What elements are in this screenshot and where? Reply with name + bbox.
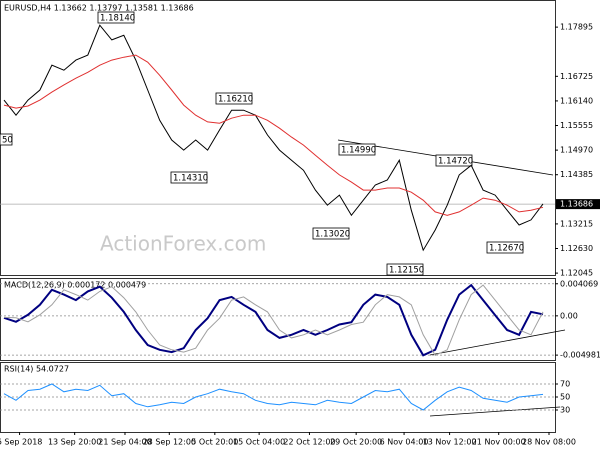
x-tick-label: 29 Oct 20:00: [330, 438, 382, 447]
price-panel: [0, 0, 556, 276]
y-tick-label: 1.14385: [560, 170, 593, 179]
annotation-text: 1.18140: [100, 14, 135, 24]
annotation-text: 1.14310: [173, 174, 208, 184]
x-tick-label: 5 Oct 20:00: [191, 438, 238, 447]
y-tick-label: -0.004981: [560, 351, 600, 360]
annotation: 1.13020: [312, 227, 350, 240]
annotation-text: 50: [2, 136, 13, 146]
x-tick-label: 21 Sep 04:00: [98, 438, 151, 447]
x-tick-label: 15 Oct 04:00: [233, 438, 285, 447]
annotation: 1.14720: [435, 154, 473, 167]
y-tick-label: 1.15555: [560, 121, 593, 130]
y-tick-label: 1.17895: [560, 23, 593, 32]
x-tick-label: 28 Sep 12:00: [143, 438, 196, 447]
macd-panel: [0, 278, 556, 361]
annotation-text: 1.13020: [315, 230, 350, 240]
y-tick-label: 1.14970: [560, 146, 593, 155]
trendline: [429, 406, 561, 417]
annotation: 1.14990: [338, 143, 376, 156]
y-tick-label: 1.16140: [560, 96, 593, 105]
x-tick-label: 6 Nov 04:00: [380, 438, 429, 447]
annotation: 1.16210: [215, 92, 253, 105]
annotation: 50: [0, 133, 13, 146]
panel-title: EURUSD,H4 1.13662 1.13797 1.13581 1.1368…: [4, 4, 194, 13]
x-tick-label: 21 Nov 00:00: [472, 438, 526, 447]
annotation-text: 1.14990: [341, 146, 376, 156]
annotation-text: 1.12150: [389, 266, 424, 276]
annotation: 1.18140: [97, 11, 135, 24]
panel-title: MACD(12,26,9) 0.000172 0.000479: [4, 281, 146, 290]
series-line: [3, 284, 544, 356]
series-line: [3, 283, 544, 357]
y-tick-label: 1.13215: [560, 219, 593, 228]
series-line: [3, 24, 544, 252]
series-line: [3, 54, 544, 216]
y-tick-label: 1.12045: [560, 269, 593, 278]
rsi-panel: [0, 362, 556, 433]
annotation-text: 1.16210: [218, 95, 253, 105]
annotation: 1.12670: [486, 241, 524, 254]
last-price-label: 1.13686: [560, 200, 593, 209]
watermark: ActionForex.com: [100, 232, 266, 256]
annotation: 1.14310: [170, 171, 208, 184]
y-tick-label: 50: [560, 393, 570, 402]
panel-title: RSI(14) 54.0727: [4, 365, 69, 374]
y-tick-label: 0.00: [560, 311, 578, 320]
series-line: [3, 383, 544, 411]
annotation-text: 1.14720: [438, 157, 473, 167]
y-tick-label: 0.004069: [560, 279, 598, 288]
y-tick-label: 30: [560, 406, 570, 415]
y-tick-label: 70: [560, 379, 570, 388]
trendline: [429, 329, 566, 356]
x-tick-label: 13 Sep 20:00: [48, 438, 101, 447]
x-tick-label: 28 Nov 08:00: [522, 438, 576, 447]
y-tick-label: 1.16725: [560, 72, 593, 81]
y-tick-label: 1.12630: [560, 244, 593, 253]
annotation: 1.12150: [386, 263, 424, 276]
last-price-box: [556, 199, 600, 210]
x-tick-label: 13 Nov 12:00: [423, 438, 477, 447]
x-tick-label: 6 Sep 2018: [0, 438, 42, 447]
annotation-text: 1.12670: [489, 244, 524, 254]
x-tick-label: 22 Oct 12:00: [283, 438, 335, 447]
